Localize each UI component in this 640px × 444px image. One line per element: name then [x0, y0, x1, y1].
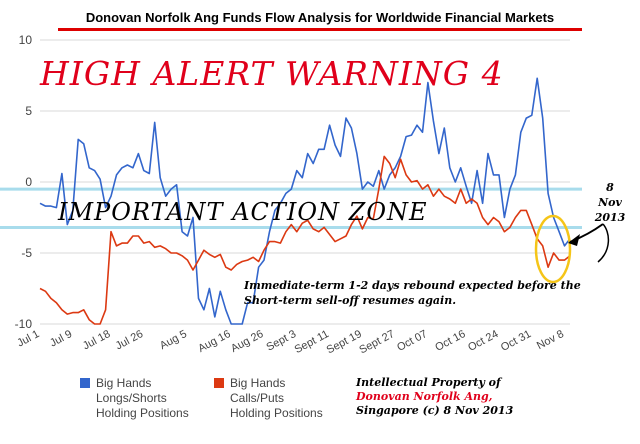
- grid-layer: [40, 39, 570, 325]
- rebound-note: Immediate-term 1-2 days rebound expected…: [244, 278, 581, 308]
- legend-label-calls-puts: Big Hands Calls/Puts Holding Positions: [230, 376, 323, 421]
- legend-longs-line-1: Big Hands: [96, 376, 152, 390]
- date-note-month: Nov: [598, 196, 622, 209]
- ip-note-line-1: Intellectual Property of: [356, 376, 501, 389]
- x-tick-label: Aug 26: [229, 328, 265, 355]
- x-tick-label: Aug 5: [158, 328, 189, 352]
- legend-calls-line-3: Holding Positions: [230, 406, 323, 420]
- series-line-calls-puts: [39, 155, 571, 325]
- x-tick-label: Sept 11: [293, 328, 331, 356]
- legend-longs-line-3: Holding Positions: [96, 406, 189, 420]
- highlight-ellipse: [534, 214, 572, 284]
- ip-note-line-3: Singapore (c) 8 Nov 2013: [356, 404, 514, 417]
- x-tick-label: Nov 8: [535, 328, 566, 352]
- date-note: 8 Nov 2013: [582, 180, 638, 225]
- x-tick-label: Oct 31: [499, 328, 533, 354]
- x-tick-label: Oct 16: [433, 328, 467, 354]
- intellectual-property-note: Intellectual Property of Donovan Norfolk…: [356, 376, 513, 418]
- x-tick-label: Aug 16: [196, 328, 232, 355]
- legend-label-longs-shorts: Big Hands Longs/Shorts Holding Positions: [96, 376, 189, 421]
- date-note-day: 8: [606, 181, 614, 194]
- arrow-head-icon: [568, 234, 580, 246]
- x-tick-label: Oct 24: [466, 328, 500, 354]
- legend-swatch-blue: [80, 378, 90, 388]
- y-tick-label: -5: [21, 246, 32, 260]
- rebound-note-line-1: Immediate-term 1-2 days rebound expected…: [244, 279, 581, 292]
- banner-underline: [58, 28, 582, 31]
- x-tick-label: Jul 26: [114, 328, 146, 352]
- arrow-tail-icon: [597, 223, 610, 263]
- x-tick-label: Sept 19: [325, 328, 364, 356]
- series-lines: [39, 77, 571, 325]
- banner-title: Donovan Norfolk Ang Funds Flow Analysis …: [85, 10, 555, 25]
- legend-longs-line-2: Longs/Shorts: [96, 391, 167, 405]
- legend-calls-line-2: Calls/Puts: [230, 391, 285, 405]
- x-tick-label: Oct 07: [395, 328, 429, 354]
- ip-note-line-2: Donovan Norfolk Ang,: [356, 390, 493, 403]
- y-tick-label: 5: [25, 104, 32, 118]
- alert-warning-text: HIGH ALERT WARNING 4: [40, 54, 504, 93]
- legend-calls-line-1: Big Hands: [230, 376, 286, 390]
- x-tick-label: Jul 1: [15, 328, 41, 350]
- y-tick-label: 0: [25, 175, 32, 189]
- y-tick-label: -10: [15, 317, 33, 331]
- rebound-note-line-2: Short-term sell-off resumes again.: [244, 294, 457, 307]
- legend-swatch-red: [214, 378, 224, 388]
- x-tick-label: Jul 18: [81, 328, 113, 352]
- x-tick-label: Sept 3: [264, 328, 298, 354]
- highlight-overlay: [534, 214, 610, 284]
- x-tick-label: Jul 9: [48, 328, 74, 350]
- action-zone-label: IMPORTANT ACTION ZONE: [58, 198, 428, 226]
- series-line-longs-shorts: [39, 77, 571, 325]
- date-note-year: 2013: [594, 211, 626, 224]
- y-tick-label: 10: [19, 33, 33, 47]
- x-tick-label: Sept 27: [357, 328, 396, 356]
- y-tick-labels: 10 5 0 -5 -10: [15, 33, 33, 331]
